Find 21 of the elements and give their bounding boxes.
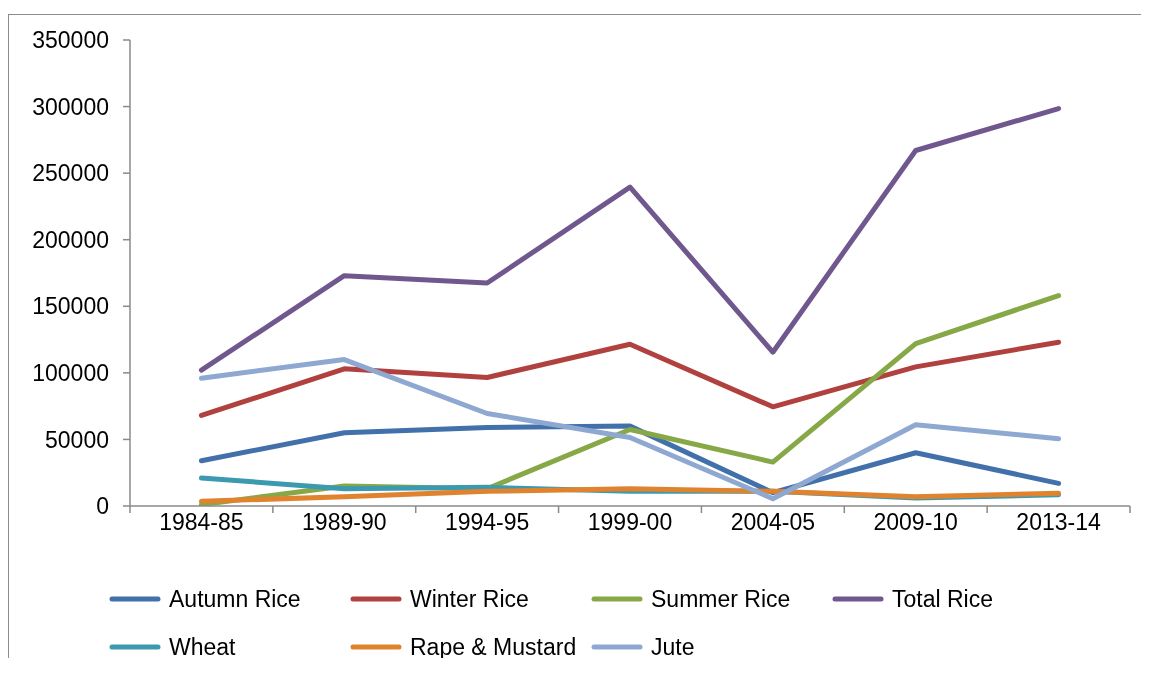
- x-tick-label: 2013-14: [1016, 509, 1101, 535]
- legend-label: Summer Rice: [651, 585, 791, 613]
- y-tick-label: 350000: [32, 27, 109, 54]
- y-tick-label: 50000: [45, 426, 109, 453]
- y-tick-label: 300000: [32, 93, 109, 120]
- y-tick-label: 0: [96, 493, 109, 520]
- legend-label: Total Rice: [892, 585, 993, 613]
- y-tick-label: 100000: [32, 360, 109, 387]
- x-tick-label: 1999-00: [587, 509, 673, 535]
- legend-label: Jute: [651, 633, 695, 660]
- legend-label: Autumn Rice: [169, 585, 301, 613]
- x-tick-label: 2004-05: [730, 509, 816, 535]
- y-tick-label: 150000: [32, 293, 109, 320]
- legend-label: Wheat: [169, 633, 236, 660]
- x-tick-label: 1984-85: [159, 509, 244, 535]
- y-tick-label: 200000: [32, 226, 109, 253]
- y-tick-label: 250000: [32, 160, 109, 187]
- x-tick-label: 1989-90: [302, 509, 387, 535]
- x-tick-label: 2009-10: [873, 509, 958, 535]
- x-tick-label: 1994-95: [444, 509, 530, 535]
- legend-label: Winter Rice: [410, 585, 529, 613]
